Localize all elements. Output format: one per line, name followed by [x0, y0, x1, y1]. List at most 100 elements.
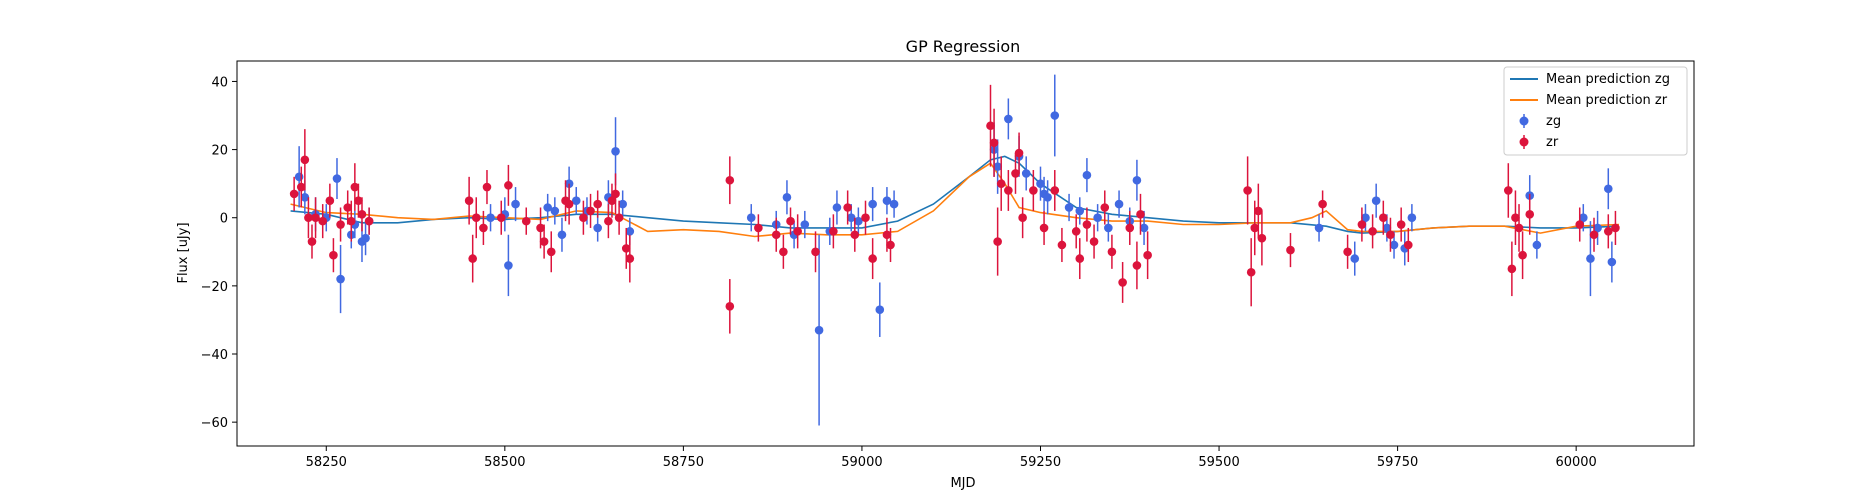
zr-marker — [625, 254, 635, 263]
zg-marker — [1361, 213, 1370, 223]
zr-data-point — [811, 231, 820, 273]
zr-data-point — [1082, 207, 1092, 242]
zg-marker — [832, 203, 842, 212]
zr-data-point — [607, 183, 617, 218]
zg-data-point — [550, 197, 560, 225]
zr-data-point — [843, 190, 852, 225]
zg-marker — [1021, 169, 1031, 178]
zg-marker — [336, 274, 345, 284]
legend-label-zg: zg — [1546, 114, 1561, 129]
zr-marker — [779, 247, 788, 257]
zr-marker — [564, 199, 574, 209]
zg-data-point — [1593, 210, 1602, 245]
zr-marker — [1018, 213, 1027, 223]
zg-marker — [300, 192, 310, 202]
zr-data-point — [1257, 210, 1267, 266]
zr-data-point — [1075, 238, 1085, 280]
zg-marker — [1043, 192, 1052, 202]
legend-label-zr-line: Mean prediction zr — [1546, 93, 1668, 108]
x-tick-label: 59500 — [1198, 455, 1239, 470]
zr-marker — [1357, 220, 1367, 229]
zg-marker — [846, 213, 856, 223]
zg-marker — [868, 199, 877, 209]
zg-marker — [1371, 196, 1381, 205]
zg-marker — [1578, 213, 1588, 223]
zg-marker — [294, 172, 304, 182]
zr-marker — [593, 199, 602, 209]
zr-marker — [843, 203, 852, 212]
zg-data-point — [1114, 190, 1124, 218]
zr-data-point — [329, 238, 338, 273]
zg-data-point — [746, 204, 756, 232]
zg-data-point — [361, 221, 370, 256]
zr-data-point — [604, 204, 613, 239]
zr-marker — [296, 182, 306, 192]
zg-marker — [814, 325, 824, 335]
zg-data-point — [1064, 193, 1074, 222]
zr-data-point — [325, 183, 335, 218]
zr-marker — [329, 250, 338, 260]
zr-data-point — [1504, 163, 1513, 218]
zr-marker — [771, 230, 781, 240]
zr-data-point — [786, 207, 795, 235]
zr-marker — [496, 213, 506, 223]
zr-data-point — [886, 227, 895, 263]
zr-data-point — [1379, 200, 1388, 235]
zr-marker — [1514, 223, 1524, 233]
zg-data-point — [854, 207, 863, 235]
zg-marker — [543, 203, 552, 212]
zr-data-point — [850, 217, 860, 252]
zr-marker — [1575, 220, 1585, 229]
zr-data-point — [311, 197, 320, 239]
zr-data-point — [993, 207, 1002, 276]
zr-marker — [364, 216, 374, 226]
zg-data-point — [543, 193, 552, 222]
zg-marker — [1382, 223, 1392, 233]
zg-marker — [618, 199, 627, 209]
zr-data-point — [861, 200, 870, 235]
zg-marker — [854, 216, 863, 226]
zg-data-point — [1093, 204, 1102, 232]
zr-marker — [482, 182, 492, 192]
zg-marker — [332, 174, 342, 183]
zr-marker — [1396, 220, 1406, 229]
zr-data-point — [1525, 193, 1535, 235]
zr-data-point — [1575, 207, 1585, 242]
zr-data-point — [1050, 170, 1060, 211]
zr-data-point — [579, 200, 588, 235]
zr-marker — [1254, 206, 1263, 216]
zg-marker — [504, 261, 513, 270]
zr-data-point — [546, 231, 556, 273]
zg-data-point — [593, 214, 602, 242]
zr-marker — [607, 196, 617, 205]
zr-marker — [621, 244, 631, 253]
zr-data-point — [1518, 231, 1527, 280]
zg-data-point — [618, 190, 627, 218]
zg-data-point — [511, 187, 520, 222]
zg-marker — [571, 196, 581, 205]
zr-marker — [346, 216, 356, 226]
zr-data-point — [779, 234, 788, 269]
zr-marker — [1257, 233, 1267, 243]
zr-data-point — [564, 183, 574, 225]
zr-data-point — [1396, 207, 1406, 242]
zr-marker — [882, 230, 892, 240]
zr-data-point — [754, 214, 763, 242]
zr-marker — [1143, 250, 1152, 260]
y-tick-label: 40 — [211, 75, 228, 90]
zr-marker — [1011, 169, 1020, 178]
zr-marker — [989, 138, 999, 148]
zr-marker — [311, 213, 320, 223]
zr-marker — [1525, 210, 1535, 219]
zg-marker — [1532, 240, 1542, 250]
x-tick-label: 59750 — [1377, 455, 1418, 470]
zr-data-point — [1254, 183, 1263, 239]
zr-data-point — [586, 193, 595, 228]
zg-marker — [800, 220, 810, 229]
zr-data-point — [304, 197, 313, 239]
zr-marker — [1318, 199, 1327, 209]
zr-marker — [289, 189, 299, 199]
chart-title: GP Regression — [906, 37, 1021, 56]
zr-data-point — [300, 129, 310, 191]
zg-marker — [782, 192, 792, 202]
